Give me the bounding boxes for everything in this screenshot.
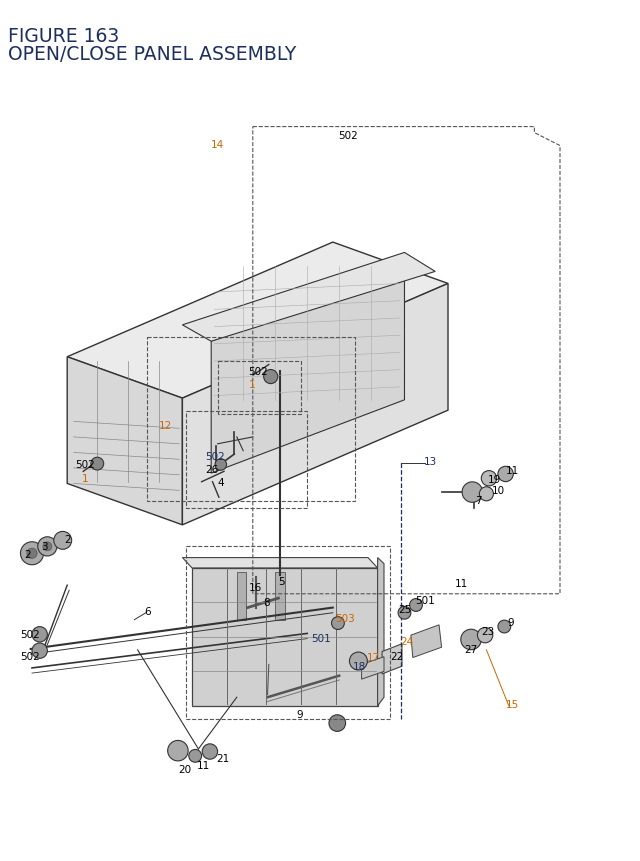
Polygon shape [192,568,378,706]
Text: FIGURE 163: FIGURE 163 [8,27,119,46]
Text: 3: 3 [42,541,48,551]
Text: 6: 6 [145,606,151,616]
Text: 10: 10 [492,486,505,496]
Text: 1: 1 [248,380,255,390]
Circle shape [38,537,57,556]
Text: 2: 2 [64,534,70,544]
Polygon shape [411,625,442,658]
Text: 12: 12 [159,420,172,430]
Circle shape [32,627,47,642]
Text: 11: 11 [197,760,211,771]
Circle shape [479,487,493,501]
Polygon shape [67,357,182,525]
Circle shape [54,532,72,549]
Text: 22: 22 [390,651,404,661]
Text: 20: 20 [178,764,191,774]
Circle shape [32,643,47,659]
Text: 9: 9 [296,709,303,720]
Circle shape [43,542,52,551]
Text: 501: 501 [312,633,332,643]
Text: 18: 18 [353,661,367,672]
Polygon shape [182,558,378,568]
Bar [186,547,390,719]
Circle shape [498,467,513,482]
Text: 501: 501 [415,595,435,605]
Text: 4: 4 [218,477,224,487]
Text: 2: 2 [24,549,31,560]
Bar [147,338,355,501]
Circle shape [264,370,278,384]
Text: 502: 502 [20,629,40,640]
Text: 17: 17 [367,652,380,662]
Text: 7: 7 [475,495,481,505]
Text: 21: 21 [216,753,230,764]
Polygon shape [237,573,246,620]
Circle shape [168,740,188,761]
Polygon shape [67,243,448,399]
Text: 23: 23 [481,626,495,636]
Text: 503: 503 [335,613,355,623]
Text: 15: 15 [506,699,519,709]
Text: 24: 24 [401,636,414,647]
Circle shape [410,599,422,611]
Polygon shape [182,253,435,342]
Text: 13: 13 [424,456,437,467]
Text: 27: 27 [465,644,478,654]
Text: 9: 9 [507,617,513,628]
Circle shape [332,617,344,629]
Circle shape [477,628,493,643]
Circle shape [189,750,202,762]
Text: 502: 502 [20,651,40,661]
Text: 1: 1 [82,474,88,484]
Bar [186,412,307,508]
Circle shape [215,459,227,471]
Text: 8: 8 [264,598,270,608]
Text: 502: 502 [205,451,225,461]
Circle shape [398,607,411,619]
Circle shape [202,744,218,759]
Text: 502: 502 [76,459,95,469]
Text: 19: 19 [488,474,501,485]
Circle shape [462,482,483,503]
Polygon shape [211,267,404,474]
Text: 26: 26 [205,464,218,474]
Circle shape [481,471,497,486]
Text: 502: 502 [338,131,358,141]
Circle shape [20,542,44,565]
Text: 11: 11 [506,465,519,475]
Bar [218,362,301,415]
Circle shape [349,653,367,670]
Circle shape [461,629,481,650]
Text: 11: 11 [454,578,468,588]
Circle shape [498,621,511,633]
Circle shape [329,715,346,732]
Polygon shape [250,565,261,579]
Circle shape [27,548,37,559]
Polygon shape [275,573,285,620]
Text: 502: 502 [248,367,268,377]
Polygon shape [182,284,448,525]
Text: 14: 14 [211,139,225,150]
Circle shape [91,458,104,470]
Text: 5: 5 [278,576,284,586]
Polygon shape [382,644,402,674]
Text: OPEN/CLOSE PANEL ASSEMBLY: OPEN/CLOSE PANEL ASSEMBLY [8,45,296,64]
Text: 25: 25 [399,604,412,615]
Polygon shape [378,558,384,706]
Text: 16: 16 [248,582,262,592]
Polygon shape [362,657,384,679]
